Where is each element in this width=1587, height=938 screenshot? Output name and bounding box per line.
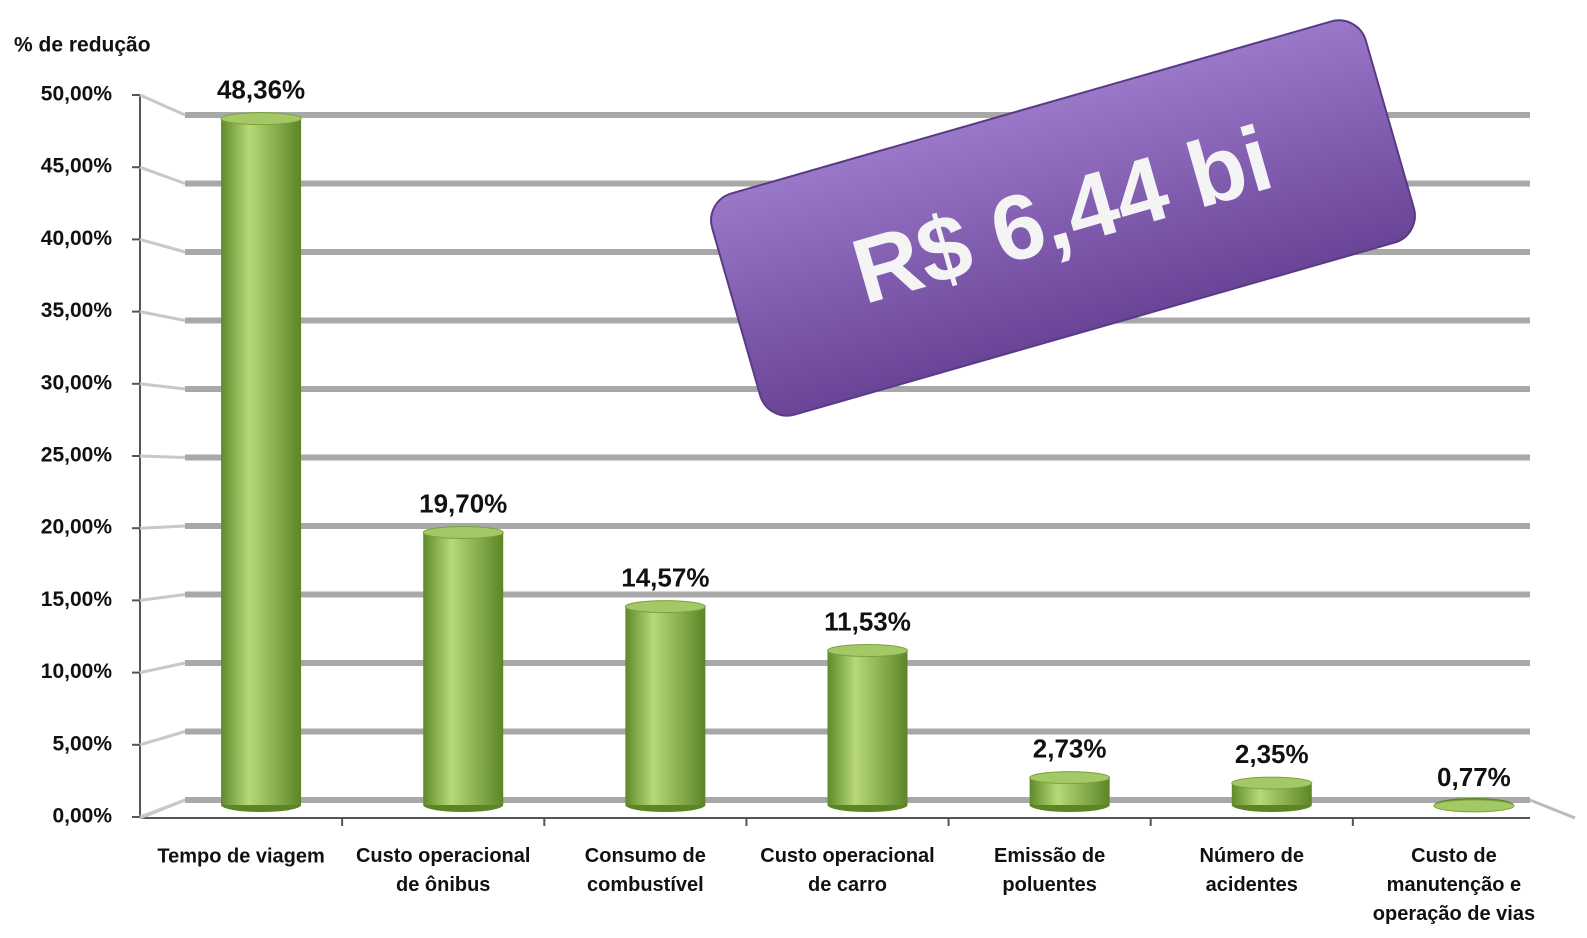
bar-top (827, 644, 908, 658)
x-tick-label: Número de acidentes (1200, 845, 1304, 896)
x-tick-label: Custo operacional de ônibus (356, 845, 530, 896)
bar (221, 118, 302, 806)
grid-depth (139, 593, 186, 602)
y-tick-label: 15,00% (41, 588, 113, 611)
value-label: 48,36% (217, 75, 305, 105)
bar (827, 650, 908, 805)
bar-top (1433, 799, 1515, 813)
x-tick-label: Emissão de poluentes (994, 845, 1105, 896)
bar-top (220, 112, 302, 126)
y-tick-label: 30,00% (41, 371, 113, 394)
value-label: 14,57% (621, 562, 709, 592)
grid-depth (139, 454, 186, 459)
grid-depth (139, 524, 186, 530)
x-tick-label: Tempo de viagem (157, 845, 324, 867)
grid-depth (139, 310, 186, 322)
category-separators (341, 818, 1354, 826)
y-tick-label: 45,00% (41, 155, 113, 178)
y-tick-label: 40,00% (41, 227, 113, 250)
value-label: 19,70% (419, 488, 507, 518)
grid-depth (139, 165, 186, 185)
y-tick-label: 10,00% (41, 660, 113, 683)
annotation-box: R$ 6,44 bi (710, 19, 1416, 417)
floor-edge (1529, 798, 1576, 820)
value-label: 2,73% (1033, 733, 1107, 763)
y-tick-label: 20,00% (41, 516, 113, 539)
grid-depth (139, 730, 186, 747)
grid-depth (139, 661, 186, 675)
bar-top (422, 526, 504, 540)
value-label: 2,35% (1235, 739, 1309, 769)
x-tick-label: Custo operacional de carro (760, 845, 934, 896)
value-label: 0,77% (1437, 762, 1511, 792)
y-tick-label: 5,00% (52, 732, 112, 755)
y-tick-label: 0,00% (52, 805, 112, 828)
bar-top (1231, 776, 1313, 790)
grid-depth (139, 237, 186, 254)
bar-top (624, 600, 706, 614)
y-tick-label: 25,00% (41, 444, 113, 467)
y-tick-label: 50,00% (41, 83, 113, 106)
grid-depth (139, 93, 186, 117)
value-label: 11,53% (824, 606, 911, 636)
y-axis-label: % de redução (14, 34, 151, 57)
bar (423, 532, 504, 805)
bar (625, 606, 706, 805)
y-tick-label: 35,00% (41, 299, 113, 322)
x-tick-label: Consumo de combustível (585, 845, 706, 896)
bar-top (1029, 771, 1111, 785)
annotation-bg (710, 19, 1416, 417)
grid-depth (139, 382, 186, 391)
grid-depth (139, 798, 186, 819)
x-tick-label: Custo de manutenção e operação de vias (1373, 845, 1535, 925)
